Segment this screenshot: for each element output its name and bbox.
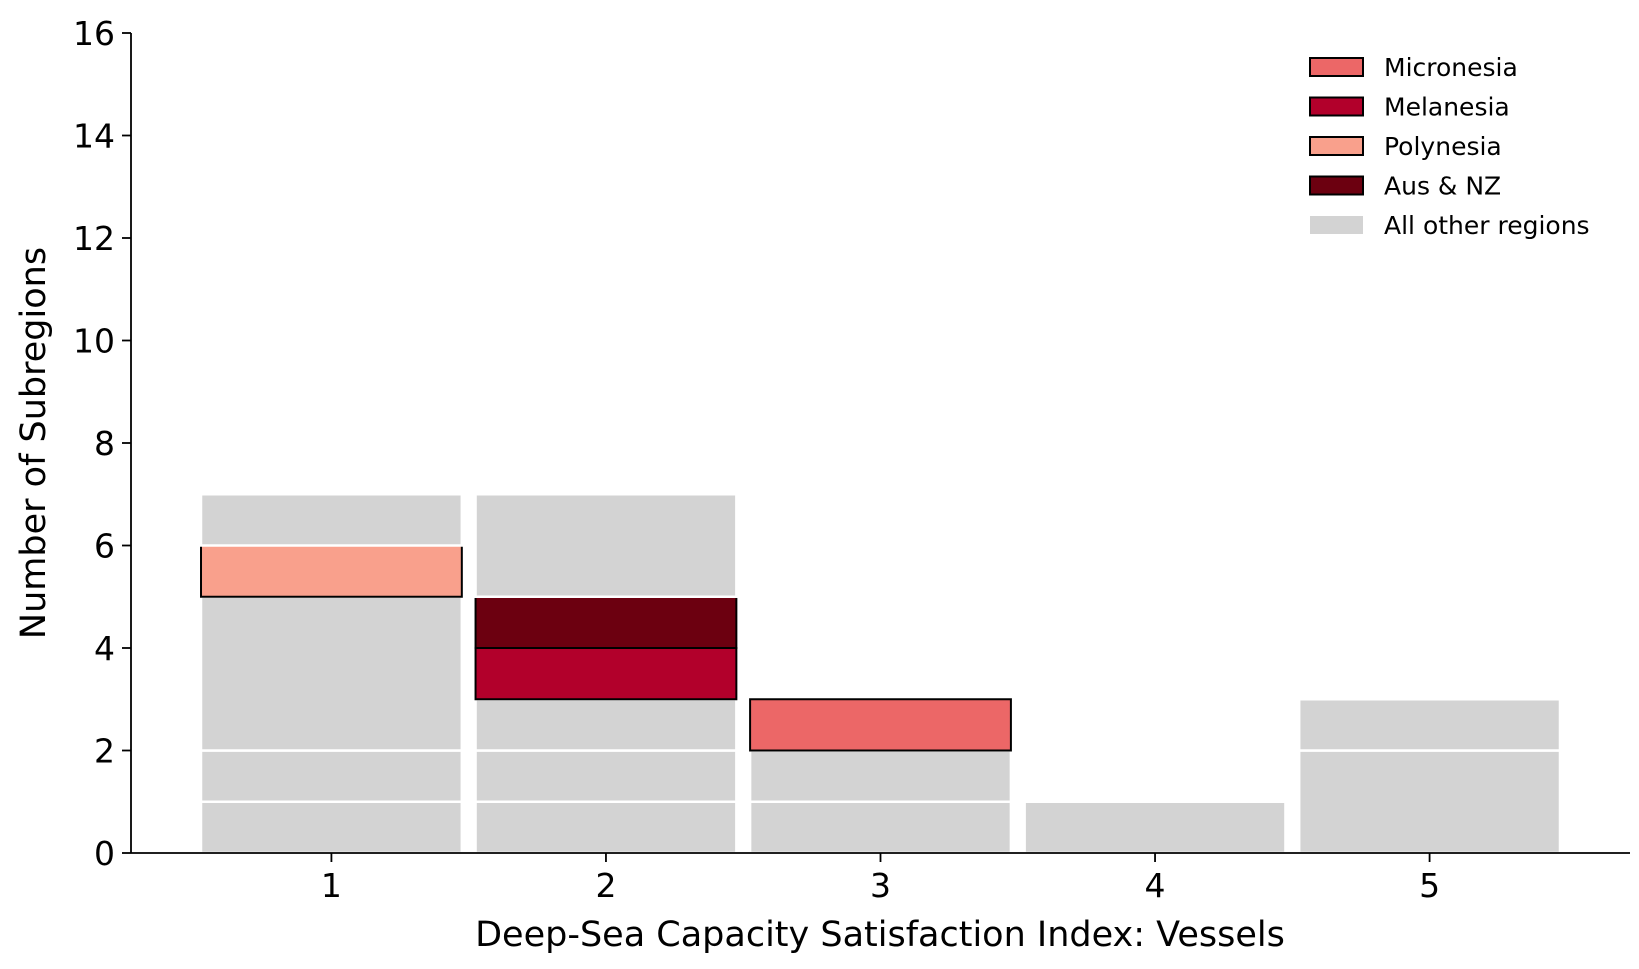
legend-label-aus-nz: Aus & NZ <box>1384 172 1501 201</box>
bar-segment-all-other-regions-2 <box>474 698 738 752</box>
bar-segment-all-other-regions-1 <box>199 595 464 752</box>
y-axis-label: Number of Subregions <box>14 247 54 639</box>
x-tick-label: 3 <box>870 866 891 905</box>
bar-segment-all-other-regions-1 <box>199 800 464 855</box>
legend-label-all-other-regions: All other regions <box>1384 211 1590 240</box>
legend-swatch-polynesia <box>1309 136 1364 156</box>
y-tick-label: 16 <box>73 14 115 53</box>
legend-label-micronesia: Micronesia <box>1384 53 1518 82</box>
legend-label-melanesia: Melanesia <box>1384 93 1510 122</box>
x-tick-label: 4 <box>1145 866 1166 905</box>
bar-segment-all-other-regions-5 <box>1297 698 1562 752</box>
legend-label-polynesia: Polynesia <box>1384 132 1502 161</box>
y-tick-label: 2 <box>94 732 115 771</box>
bar-segment-micronesia-3 <box>749 698 1012 752</box>
bar-segment-melanesia-2 <box>474 647 738 701</box>
y-tick-label: 12 <box>73 219 115 258</box>
y-tick-label: 6 <box>94 527 115 566</box>
bar-segment-all-other-regions-4 <box>1023 800 1287 855</box>
y-tick-label: 4 <box>94 629 115 668</box>
y-tick-label: 8 <box>94 424 115 463</box>
y-tick-label: 10 <box>73 322 115 361</box>
x-tick-label: 2 <box>595 866 616 905</box>
legend-swatch-micronesia <box>1309 57 1364 77</box>
legend-swatch-aus-nz <box>1309 175 1364 196</box>
bar-segment-all-other-regions-1 <box>199 749 464 803</box>
bars-layer <box>199 493 1562 855</box>
bar-segment-all-other-regions-2 <box>474 493 738 598</box>
legend-swatch-all-other-regions <box>1310 216 1363 234</box>
bar-segment-all-other-regions-2 <box>474 800 738 855</box>
legend-swatch-melanesia <box>1309 96 1364 117</box>
bar-segment-all-other-regions-5 <box>1297 749 1562 855</box>
bar-segment-all-other-regions-1 <box>199 493 464 547</box>
y-tick-label: 14 <box>73 117 115 156</box>
x-tick-label: 5 <box>1419 866 1440 905</box>
legend: Micronesia Melanesia Polynesia Aus & NZ All … <box>1309 53 1590 240</box>
bar-segment-aus-nz-2 <box>474 595 738 649</box>
x-axis-label: Deep-Sea Capacity Satisfaction Index: Ve… <box>475 915 1285 955</box>
bar-segment-all-other-regions-2 <box>474 749 738 803</box>
y-tick-label: 0 <box>94 834 115 873</box>
bar-segment-polynesia-1 <box>200 544 463 598</box>
bar-segment-all-other-regions-3 <box>748 749 1013 803</box>
x-tick-label: 1 <box>321 866 342 905</box>
bar-segment-all-other-regions-3 <box>748 800 1013 855</box>
